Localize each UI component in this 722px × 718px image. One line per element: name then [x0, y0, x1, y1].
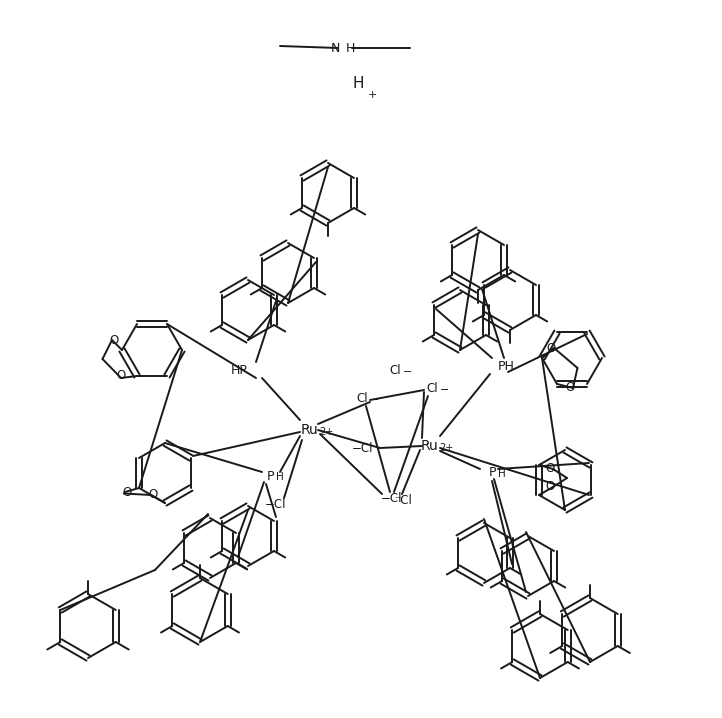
Text: −: − — [370, 395, 379, 405]
Text: Cl: Cl — [356, 391, 367, 404]
Text: −: − — [440, 385, 449, 395]
Text: O: O — [545, 480, 554, 493]
Text: Ru: Ru — [301, 423, 319, 437]
Text: −Cl: −Cl — [352, 442, 373, 454]
Text: O: O — [565, 381, 575, 394]
Text: O: O — [149, 488, 157, 501]
Text: H: H — [498, 469, 505, 479]
Text: H: H — [352, 75, 364, 90]
Text: H: H — [345, 42, 355, 55]
Text: N: N — [331, 42, 340, 55]
Text: ⁻Cl: ⁻Cl — [394, 493, 412, 506]
Text: −Cl: −Cl — [265, 498, 287, 510]
Text: O: O — [547, 342, 556, 355]
Text: H: H — [276, 472, 284, 482]
Text: O: O — [123, 485, 131, 498]
Text: O: O — [545, 462, 554, 475]
Text: O: O — [116, 370, 126, 383]
Text: 2+: 2+ — [439, 443, 453, 453]
Text: PH: PH — [498, 360, 515, 373]
Text: P: P — [488, 467, 496, 480]
Text: Cl: Cl — [426, 381, 438, 394]
Text: P: P — [266, 470, 274, 482]
Text: +: + — [368, 90, 378, 100]
Text: Cl: Cl — [389, 363, 401, 376]
Text: HP: HP — [231, 363, 248, 376]
Text: O: O — [109, 333, 118, 347]
Text: −: − — [403, 367, 412, 377]
Text: −Cl: −Cl — [381, 492, 403, 505]
Text: Ru: Ru — [421, 439, 439, 453]
Text: 2+: 2+ — [319, 427, 334, 437]
